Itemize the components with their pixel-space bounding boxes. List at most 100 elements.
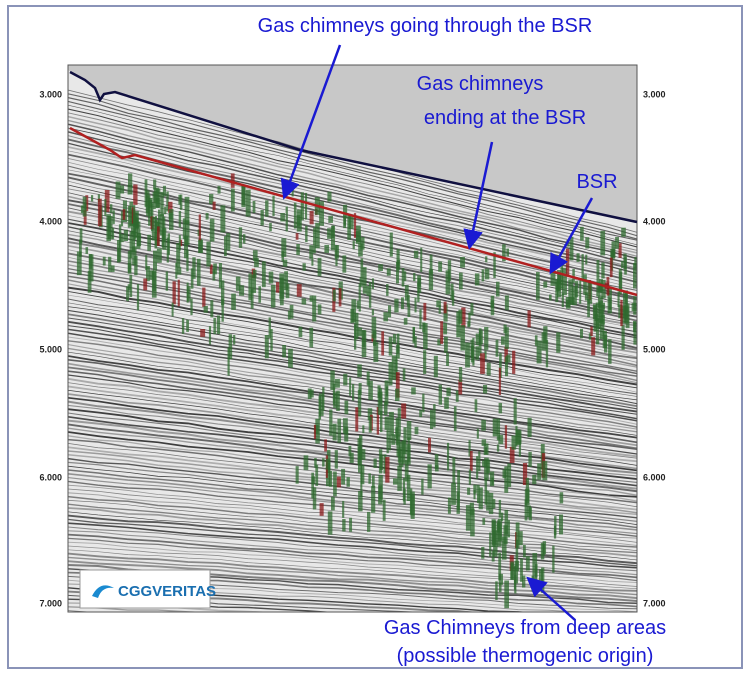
- chimney-mark: [395, 388, 400, 402]
- chimney-mark: [433, 355, 438, 378]
- chimney-mark: [402, 477, 406, 502]
- chimney-mark: [110, 204, 113, 214]
- chimney-mark: [506, 248, 510, 257]
- chimney-mark: [206, 241, 211, 267]
- chimney-mark: [522, 463, 528, 486]
- chimney-mark: [362, 425, 365, 434]
- chimney-mark: [410, 494, 415, 519]
- chimney-mark: [148, 197, 153, 208]
- chimney-mark: [371, 309, 375, 316]
- chimney-mark: [295, 466, 299, 484]
- chimney-mark: [502, 469, 507, 479]
- chimney-mark: [407, 437, 410, 462]
- chimney-mark: [511, 435, 517, 450]
- chimney-mark: [640, 253, 644, 272]
- chimney-mark: [349, 452, 354, 464]
- right-axis-label: 5.000: [643, 344, 666, 354]
- chimney-mark: [443, 322, 448, 335]
- frame: [7, 5, 743, 669]
- reflector: [68, 469, 637, 529]
- annotation: ending at the BSR: [424, 107, 586, 129]
- chimney-mark: [248, 273, 253, 301]
- arrow: [463, 141, 494, 250]
- chimney-mark: [344, 426, 349, 442]
- chimney-mark: [536, 272, 540, 300]
- chimney-mark: [468, 469, 471, 485]
- chimney-mark: [383, 312, 388, 322]
- chimney-mark: [156, 248, 162, 263]
- chimney-mark: [498, 552, 502, 581]
- chimney-mark: [625, 303, 630, 329]
- chimney-mark: [112, 210, 115, 224]
- chimney-mark: [501, 536, 507, 560]
- chimney-mark: [243, 234, 246, 244]
- chimney-mark: [319, 503, 324, 516]
- right-axis-label: 3.000: [643, 89, 666, 99]
- chimney-mark: [355, 407, 359, 432]
- chimney-mark: [386, 284, 389, 296]
- chimney-mark: [488, 492, 494, 515]
- chimney-mark: [477, 484, 480, 504]
- reflector: [68, 233, 637, 345]
- chimney-mark: [641, 277, 645, 288]
- chimney-mark: [380, 454, 383, 470]
- reflector: [68, 362, 637, 447]
- chimney-mark: [212, 201, 216, 210]
- chimney-mark: [151, 216, 156, 241]
- chimney-mark: [543, 326, 548, 344]
- chimney-mark: [335, 378, 340, 388]
- chimney-mark: [483, 443, 489, 456]
- chimney-mark: [371, 486, 376, 513]
- logo-text: CGGVERITAS: [118, 583, 216, 600]
- chimney-mark: [334, 450, 338, 469]
- chimney-mark: [604, 334, 608, 353]
- chimney-mark: [356, 231, 361, 242]
- chimney-mark: [186, 319, 189, 332]
- chimney-mark: [504, 580, 509, 609]
- chimney-mark: [336, 476, 341, 488]
- reflector: [68, 454, 637, 516]
- chimney-mark: [360, 471, 363, 497]
- reflector: [68, 131, 637, 266]
- chimney-mark: [498, 367, 501, 396]
- chimney-mark: [282, 345, 287, 358]
- chimney-mark: [97, 198, 102, 227]
- chimney-mark: [608, 298, 612, 310]
- chimney-mark: [89, 254, 93, 269]
- chimney-mark: [282, 259, 288, 267]
- reflector: [68, 480, 637, 538]
- chimney-mark: [396, 262, 399, 284]
- chimney-mark: [210, 300, 214, 318]
- chimney-mark: [419, 410, 423, 418]
- chimney-mark: [388, 435, 391, 451]
- chimney-mark: [366, 371, 370, 386]
- chimney-mark: [642, 313, 646, 339]
- right-axis-label: 7.000: [643, 598, 666, 608]
- chimney-mark: [353, 213, 357, 238]
- chimney-mark: [327, 228, 333, 239]
- chimney-mark: [327, 191, 332, 202]
- chimney-mark: [512, 350, 516, 374]
- reflector: [68, 123, 637, 260]
- chimney-mark: [251, 274, 257, 293]
- chimney-mark: [501, 512, 504, 521]
- chimney-mark: [545, 340, 549, 368]
- chimney-mark: [498, 403, 503, 414]
- chimney-mark: [407, 305, 411, 317]
- chimney-mark: [107, 216, 113, 240]
- chimney-mark: [360, 258, 364, 278]
- chimney-mark: [126, 286, 130, 302]
- reflector: [68, 294, 637, 393]
- chimney-mark: [368, 380, 373, 400]
- chimney-mark: [373, 458, 377, 468]
- chimney-mark: [423, 302, 427, 321]
- chimney-mark: [447, 442, 450, 471]
- chimney-mark: [486, 490, 490, 511]
- reflector: [68, 306, 637, 401]
- chimney-mark: [172, 281, 176, 305]
- chimney-mark: [404, 459, 409, 482]
- reflector: [68, 290, 637, 389]
- chimney-mark: [87, 270, 92, 293]
- reflector: [68, 279, 637, 382]
- chimney-mark: [291, 186, 294, 197]
